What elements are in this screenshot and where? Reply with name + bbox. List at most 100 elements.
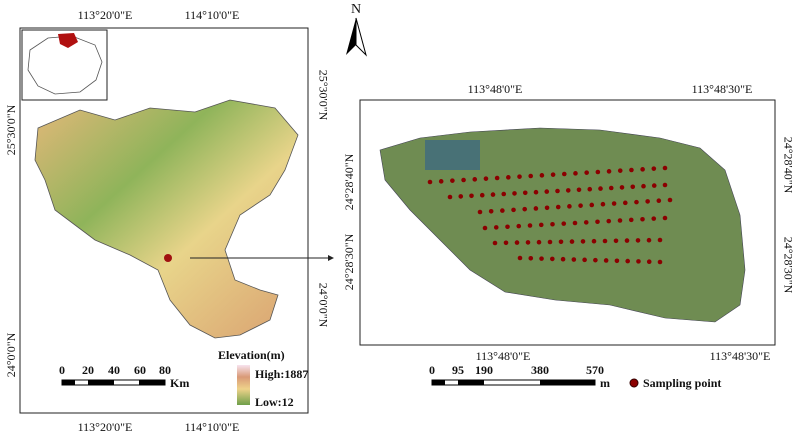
sampling-point [634,199,639,205]
legend-title: Elevation(m) [218,348,285,362]
sampling-point [505,224,510,230]
sampling-point [614,258,620,264]
sampling-point [511,207,516,213]
sampling-point [555,188,560,194]
lat-label: 25°30'0"N [316,70,330,121]
lon-label: 114°10'0"E [185,420,240,434]
sampling-point [517,174,522,179]
sampling-point [606,169,612,174]
sampling-point [501,191,507,197]
sampling-point [550,256,555,262]
sampling-point [656,198,662,204]
elevation-ramp [237,365,250,405]
sampling-point [611,201,617,206]
sampling-point [472,177,478,182]
scale-unit: m [600,376,610,390]
lon-label: 113°48'30"E [692,82,753,96]
sampling-point [629,167,634,173]
lat-label: 24°0'0"N [316,283,330,328]
sampling-point [617,168,623,173]
sampling-point [558,239,564,245]
sampling-point [550,221,555,227]
sampling-point [488,208,494,214]
sampling-point [657,259,663,265]
sampling-point [641,183,646,189]
sampling-point [646,237,652,243]
sampling-point [447,194,453,200]
sampling-point [458,194,464,199]
sampling-point [589,202,595,208]
sampling-point [622,200,628,206]
sampling-point [503,240,509,246]
scale-tick: 380 [531,363,549,377]
sampling-point [662,165,668,171]
scale-unit: Km [170,376,189,390]
inset-region [58,33,78,48]
sampling-point [580,239,586,244]
sampling-point [651,183,657,188]
sampling-point [595,169,601,175]
sampling-point [662,215,668,221]
north-label: N [351,2,361,17]
sampling-point [560,256,566,262]
sampling-point [533,206,539,211]
sampling-point [490,192,496,197]
pond [425,140,480,170]
sampling-point [482,225,488,231]
sampling-point [561,221,567,226]
lat-label: 24°28'30"N [342,233,356,290]
sampling-point [469,193,474,199]
lat-label: 24°28'40"N [781,137,795,194]
legend-label: Sampling point [643,376,721,390]
sampling-point [602,238,608,244]
sampling-point [493,225,499,230]
sampling-point [528,173,534,179]
sampling-point [572,220,578,226]
sampling-point [438,179,444,184]
sampling-point [636,259,641,264]
sampling-point [427,179,433,185]
lon-label: 113°48'0"E [476,349,531,363]
sampling-point [550,172,556,177]
sampling-point [640,167,645,172]
sampling-point [561,171,567,177]
sampling-point [646,259,652,264]
lat-label: 24°0'0"N [4,332,18,377]
lat-label: 24°28'30"N [781,237,795,294]
north-arrow [355,17,367,57]
sampling-point [517,255,523,261]
sampling-point [483,176,489,181]
scale-tick: 0 [59,363,65,377]
sampling-point [598,186,603,191]
sampling-point [628,217,634,223]
lon-label: 113°48'0"E [468,82,523,96]
sampling-point [506,175,511,180]
sampling-point [536,239,542,245]
sampling-point [576,187,582,193]
sampling-point [477,209,483,215]
sampling-point [522,190,528,196]
scale-tick: 20 [82,363,94,377]
sampling-point [651,216,657,221]
sampling-point [645,199,650,204]
sampling-point [606,218,612,224]
sampling-point [619,185,625,190]
sampling-point [544,189,550,194]
sampling-point [651,166,657,171]
lon-label: 113°48'30"E [710,349,771,363]
sampling-point [640,216,645,222]
sampling-point [603,258,609,263]
sampling-point [494,175,500,181]
sampling-point [461,177,466,183]
lon-label: 114°10'0"E [185,8,240,22]
sampling-point [624,238,630,243]
scale-tick: 95 [452,363,464,377]
sampling-point [608,185,614,191]
sampling-point [539,173,545,178]
sampling-point [600,201,606,207]
sampling-point [500,208,505,213]
sampling-point [630,184,636,190]
left-scale [61,379,166,386]
right-scale [431,379,596,386]
